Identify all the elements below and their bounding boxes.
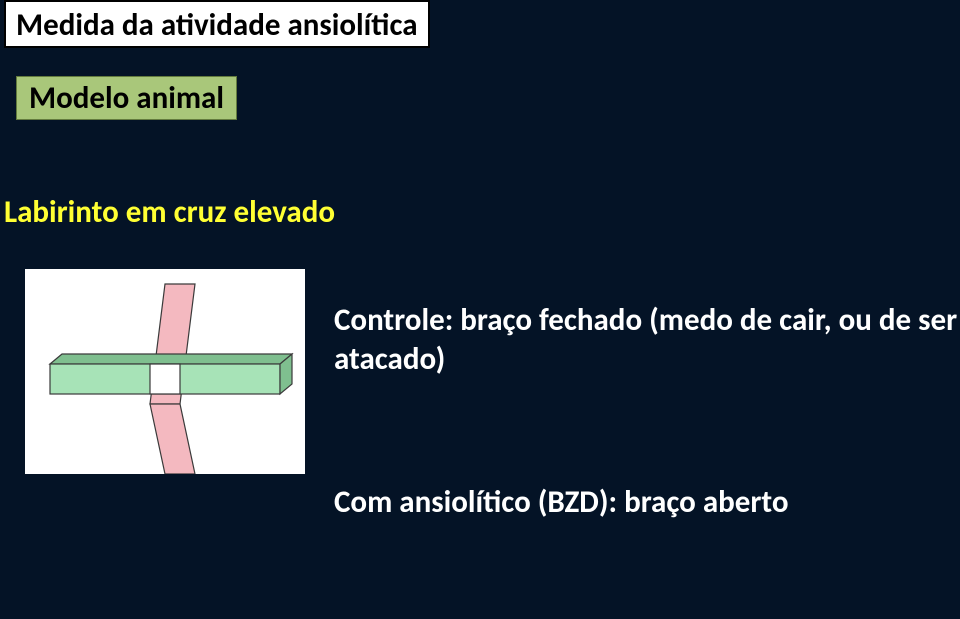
badge-text: Modelo animal [29,79,224,117]
body-text-anxiolytic: Com ansiolítico (BZD): braço aberto [334,483,960,522]
title-box: Medida da atividade ansiolítica [4,0,430,48]
subtitle-text: Labirinto em cruz elevado [4,193,335,231]
slide-root: Medida da atividade ansiolítica Modelo a… [0,0,960,619]
body-text-control: Controle: braço fechado (medo de cair, o… [334,301,960,379]
maze-diagram [25,269,305,474]
title-text: Medida da atividade ansiolítica [16,6,418,44]
badge-box: Modelo animal [16,76,237,120]
